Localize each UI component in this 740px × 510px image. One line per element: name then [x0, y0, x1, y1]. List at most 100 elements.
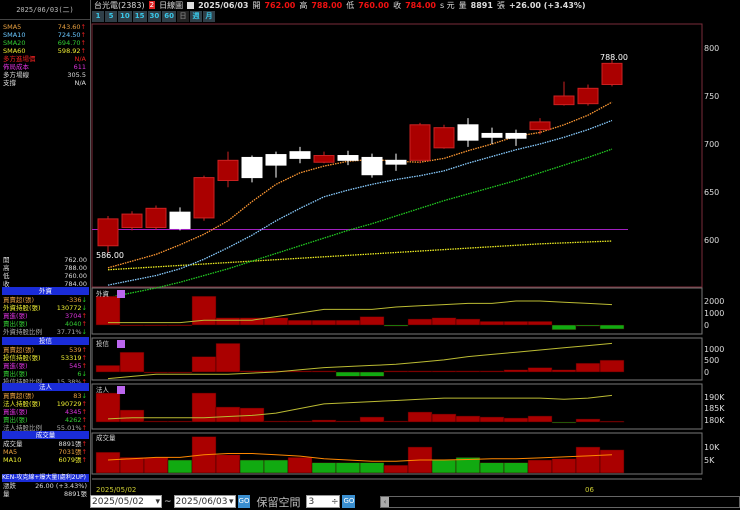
panel-axis-label: 1000 — [704, 309, 724, 318]
panel-bar — [167, 459, 193, 474]
arrow-icon: ↑ — [81, 416, 87, 424]
panel-bar — [503, 462, 529, 474]
row-label: 買賣超(張) — [3, 346, 35, 354]
close-value: 784.00 — [405, 0, 436, 10]
section-2: 法人 買賣超(張) 83↓ 法人持股(張) 190729↑ 買進(張) 4345↑ 賣出(張)… — [0, 383, 91, 432]
panel-bar — [215, 454, 241, 474]
panel-bar — [359, 371, 385, 377]
go-button[interactable]: GO — [237, 495, 251, 508]
badge-icon[interactable]: 2 — [148, 1, 156, 9]
from-date-value: 2025/05/02 — [92, 497, 144, 507]
row-value: 743.60 — [57, 23, 81, 31]
tilde: ~ — [164, 496, 172, 507]
panel-bar — [383, 420, 409, 423]
period-button[interactable]: 60 — [162, 11, 176, 22]
panel-bar — [191, 356, 217, 373]
to-date-input[interactable]: 2025/06/03 ▾ — [173, 495, 236, 508]
row-value: 53319 — [60, 354, 82, 362]
horizontal-scrollbar[interactable]: ‹ — [380, 496, 740, 508]
row-value: 15.38% — [56, 378, 82, 386]
info-row: 外資持股(張) 130772↓ — [0, 304, 91, 312]
panel-title: 法人 — [96, 385, 110, 394]
volume-value: 8891張 — [63, 490, 87, 498]
candle-body — [505, 132, 527, 139]
period-button[interactable]: 15 — [132, 11, 147, 22]
panel-axis-label: 10K — [704, 443, 720, 452]
spin-icon[interactable]: ÷ — [330, 497, 339, 507]
info-row: 支撐 N/A — [0, 79, 90, 87]
arrow-icon: ↑ — [81, 456, 87, 464]
panel-axis-label: 2000 — [704, 297, 724, 306]
row-value: N/A — [74, 79, 87, 87]
arrow-icon: ↓ — [81, 392, 87, 400]
panel-bar — [527, 459, 553, 474]
period-button[interactable]: 5 — [105, 11, 117, 22]
arrow-icon: ↑ — [80, 31, 86, 39]
panel-bar — [359, 416, 385, 423]
go-button-2[interactable]: GO — [342, 495, 356, 508]
panel-bar — [407, 318, 433, 326]
panel-line — [107, 394, 613, 420]
info-row: 賣出(張) 6↓ — [0, 370, 91, 378]
panel-bar — [95, 451, 121, 474]
candle-body — [577, 87, 599, 105]
reserve-input[interactable]: 3 ÷ — [306, 495, 341, 508]
left-info-panel: 2025/06/03(二) SMA5 743.60↑ SMA10 724.50↑ SMA… — [0, 0, 91, 508]
panel-bar — [455, 318, 481, 326]
info-row: 成交量 8891張↑ — [0, 440, 91, 448]
candle-body — [97, 218, 119, 247]
chart-type: 日線圖 — [159, 0, 184, 10]
panel-bar — [287, 420, 313, 423]
period-button[interactable]: 10 — [118, 11, 132, 22]
candle-body — [481, 132, 503, 138]
scroll-left-icon[interactable]: ‹ — [381, 497, 389, 507]
stock-name: 台光電(2383) — [94, 0, 145, 10]
period-button[interactable]: 1 — [92, 11, 104, 22]
period-button[interactable]: 月 — [203, 11, 215, 22]
row-label: 支撐 — [3, 79, 16, 87]
row-value: 190729 — [56, 400, 82, 408]
panel-bar — [431, 459, 457, 474]
dropdown-icon[interactable]: ▾ — [229, 497, 234, 507]
info-row: 法人持股比例 55.01%↑ — [0, 424, 91, 432]
candle-body — [433, 127, 455, 149]
row-label: 買進(張) — [3, 312, 28, 320]
panel-bar — [527, 415, 553, 423]
row-label: 賣出(張) — [3, 370, 28, 378]
row-value: 4345 — [65, 408, 82, 416]
info-row: MA10 6079張↑ — [0, 456, 91, 464]
row-value: 130772 — [56, 304, 82, 312]
period-button[interactable]: 日 — [177, 11, 189, 22]
panel-bar — [167, 371, 193, 374]
row-label: SMA5 — [3, 23, 22, 31]
panel-bar — [335, 371, 361, 377]
candle-body — [553, 95, 575, 106]
arrow-icon: ↑ — [81, 362, 87, 370]
dropdown-icon[interactable]: ▾ — [155, 497, 160, 507]
period-button[interactable]: 30 — [147, 11, 162, 22]
sub-panel-frame — [91, 337, 703, 381]
panel-bar — [263, 317, 289, 326]
arrow-icon: ↑ — [81, 346, 87, 354]
candle-body — [529, 121, 551, 131]
candle-body — [169, 211, 191, 229]
quote-header: 台光電(2383) 2 日線圖 2025/06/03 開 762.00 高 788.… — [92, 0, 586, 10]
panel-axis-label: 0 — [704, 321, 709, 330]
candle-body — [289, 151, 311, 159]
from-date-input[interactable]: 2025/05/02 ▾ — [90, 495, 162, 508]
reserve-label: 保留空間 — [256, 495, 301, 509]
period-button[interactable]: 週 — [190, 11, 202, 22]
panel-bar — [239, 459, 265, 474]
arrow-icon: ↑ — [81, 354, 87, 362]
panel-bar — [383, 464, 409, 474]
row-label: 多方場線 — [3, 71, 29, 79]
row-value: 6 — [77, 370, 82, 378]
info-row: 佈局成本 611 — [0, 63, 90, 71]
panel-settings-icon — [117, 340, 125, 348]
panel-bar — [551, 458, 577, 474]
panel-bar — [143, 420, 169, 423]
panel-bar — [479, 416, 505, 423]
volume-unit: 張 — [496, 0, 505, 10]
row-label: 法人持股(張) — [3, 400, 41, 408]
